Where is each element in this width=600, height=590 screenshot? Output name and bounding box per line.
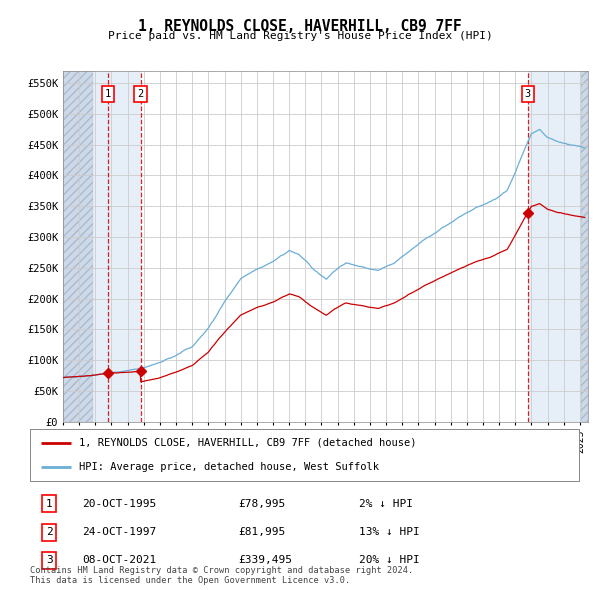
Text: 1: 1 <box>46 499 53 509</box>
Text: 3: 3 <box>524 88 531 99</box>
Text: 08-OCT-2021: 08-OCT-2021 <box>82 555 157 565</box>
Text: 20-OCT-1995: 20-OCT-1995 <box>82 499 157 509</box>
Text: Contains HM Land Registry data © Crown copyright and database right 2024.
This d: Contains HM Land Registry data © Crown c… <box>30 566 413 585</box>
Text: 2: 2 <box>46 527 53 537</box>
Text: Price paid vs. HM Land Registry's House Price Index (HPI): Price paid vs. HM Land Registry's House … <box>107 31 493 41</box>
Text: 1, REYNOLDS CLOSE, HAVERHILL, CB9 7FF: 1, REYNOLDS CLOSE, HAVERHILL, CB9 7FF <box>138 19 462 34</box>
Bar <box>93 71 108 422</box>
Text: £339,495: £339,495 <box>239 555 293 565</box>
Text: 24-OCT-1997: 24-OCT-1997 <box>82 527 157 537</box>
Bar <box>108 71 140 422</box>
Bar <box>528 71 581 422</box>
Text: 2: 2 <box>137 88 143 99</box>
Text: 1, REYNOLDS CLOSE, HAVERHILL, CB9 7FF (detached house): 1, REYNOLDS CLOSE, HAVERHILL, CB9 7FF (d… <box>79 438 417 448</box>
Text: 13% ↓ HPI: 13% ↓ HPI <box>359 527 420 537</box>
Bar <box>581 71 588 422</box>
Text: 3: 3 <box>46 555 53 565</box>
Text: 20% ↓ HPI: 20% ↓ HPI <box>359 555 420 565</box>
Text: HPI: Average price, detached house, West Suffolk: HPI: Average price, detached house, West… <box>79 462 379 472</box>
Text: £78,995: £78,995 <box>239 499 286 509</box>
Text: 2% ↓ HPI: 2% ↓ HPI <box>359 499 413 509</box>
Text: £81,995: £81,995 <box>239 527 286 537</box>
Bar <box>63 71 93 422</box>
Text: 1: 1 <box>105 88 112 99</box>
